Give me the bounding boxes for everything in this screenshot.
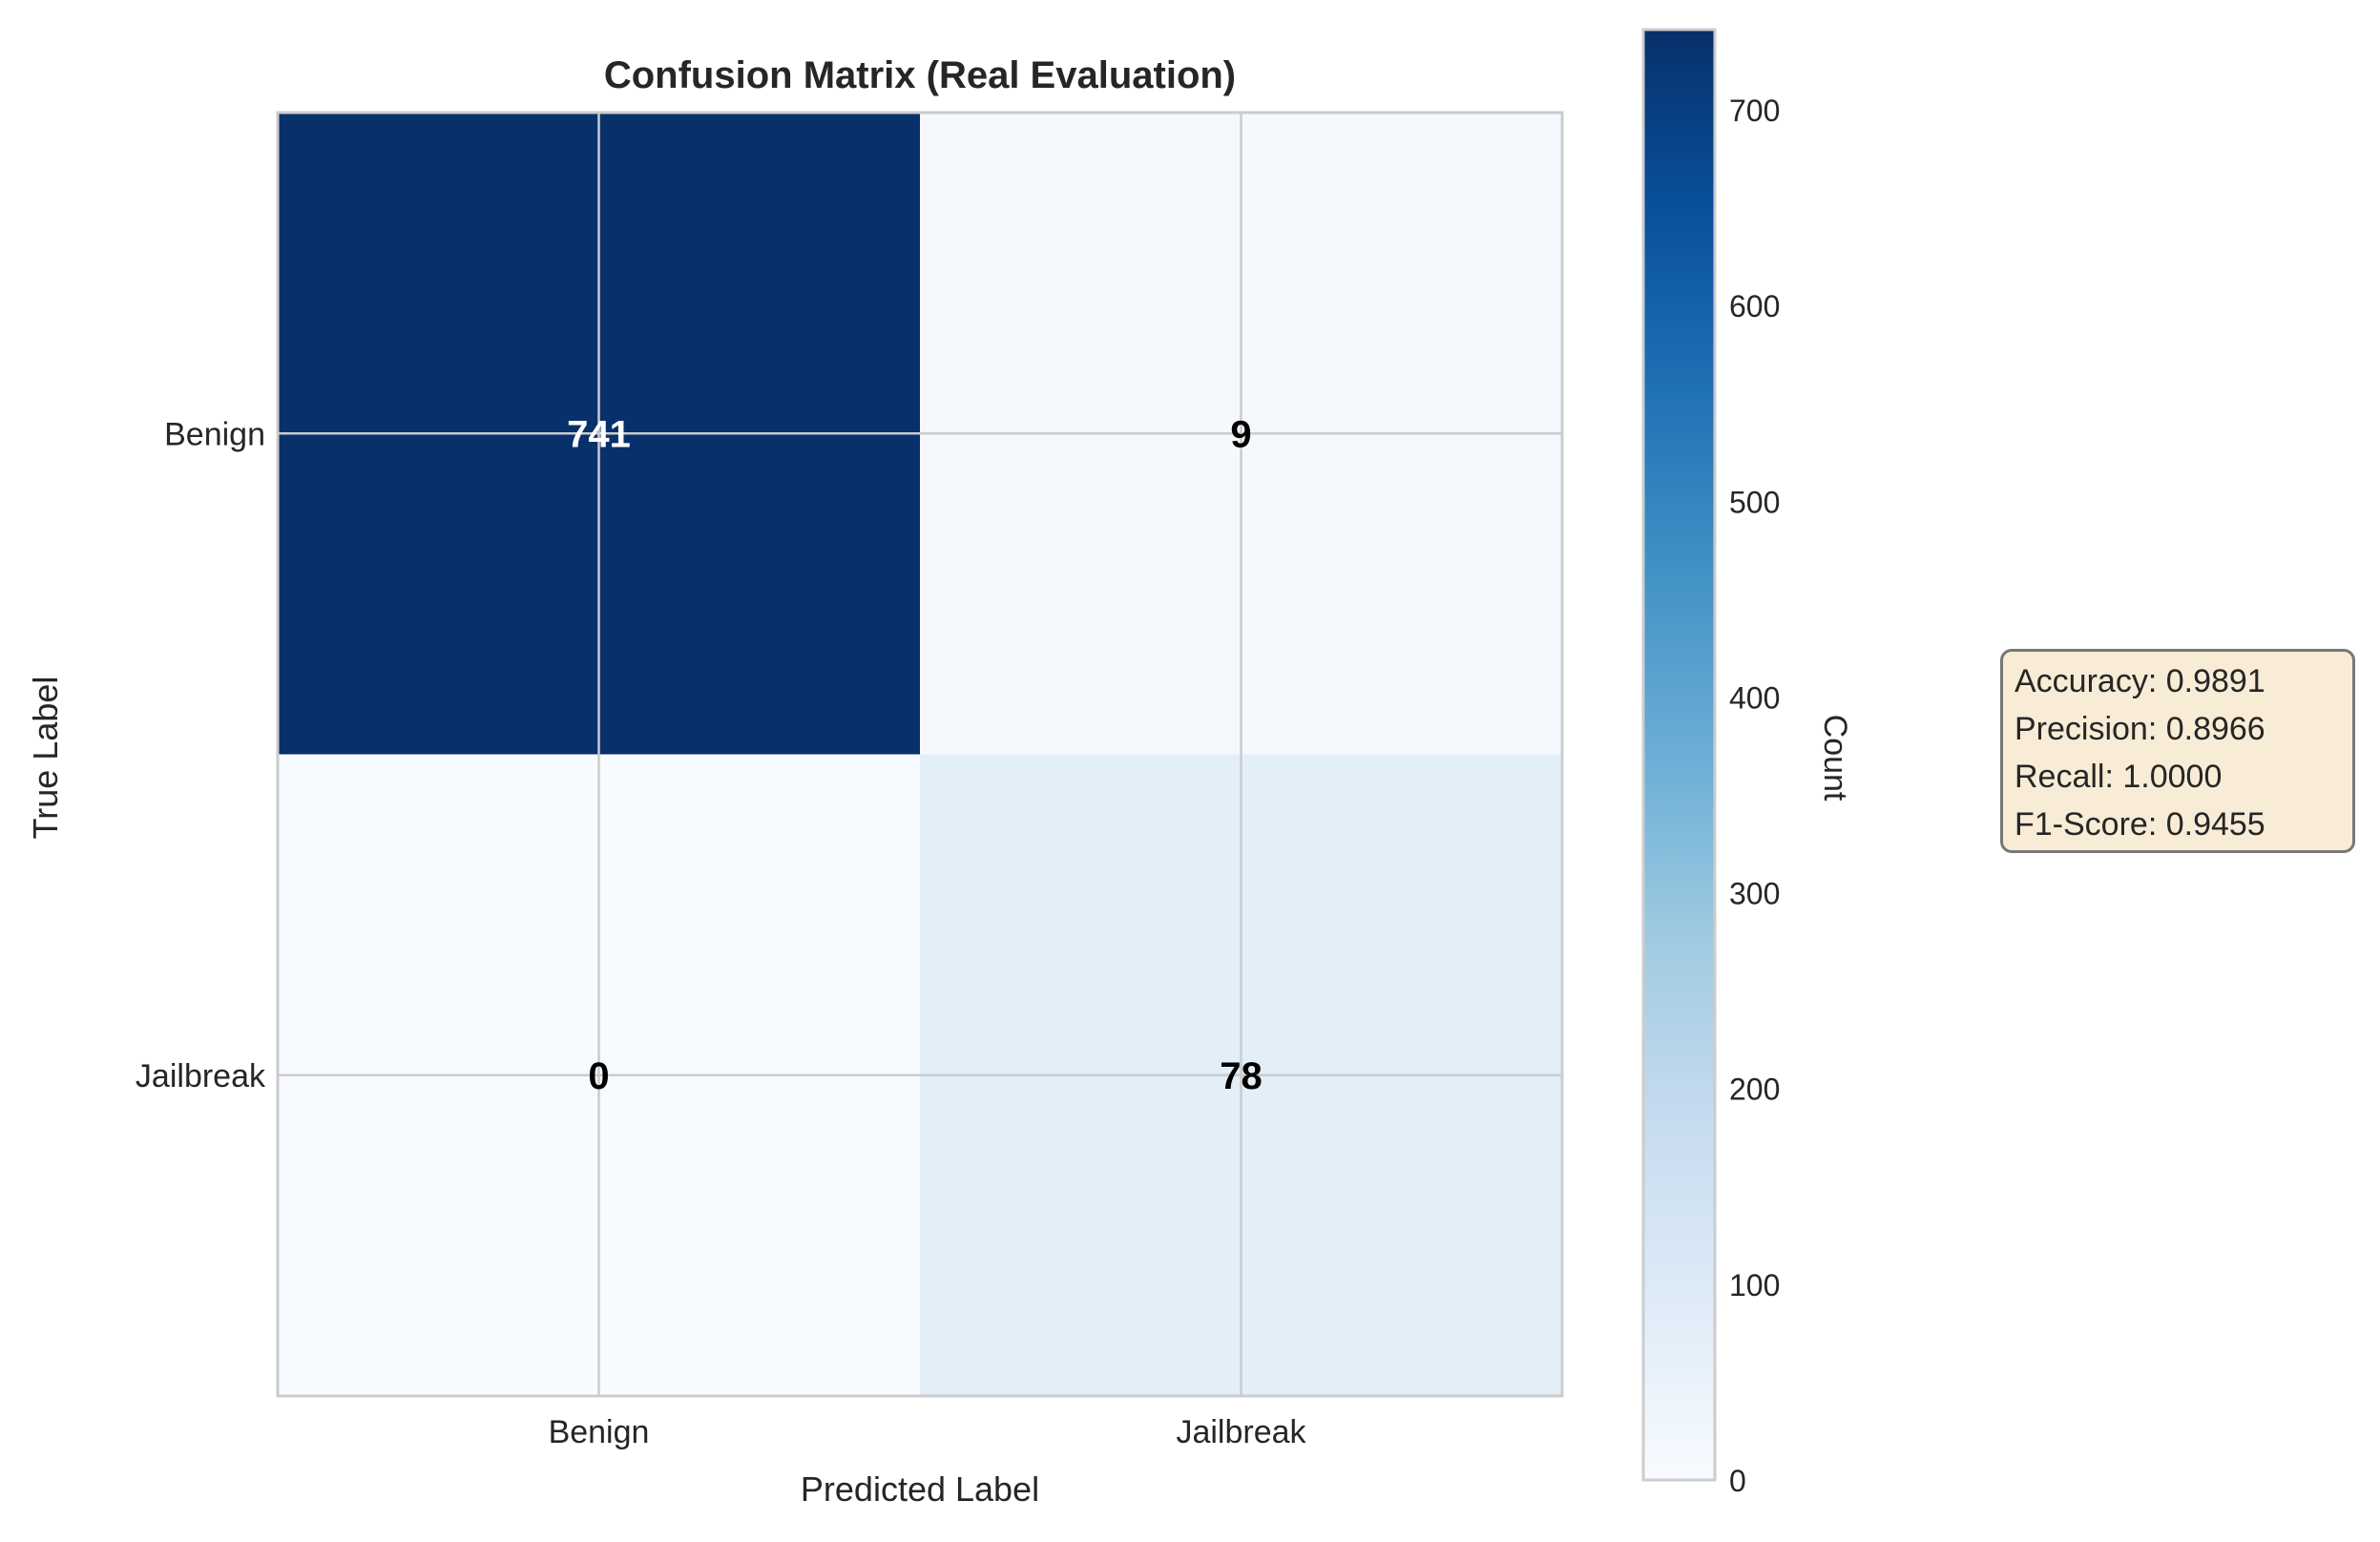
colorbar-tick-label: 600 bbox=[1729, 289, 1780, 323]
grid-lines bbox=[278, 113, 1562, 1396]
cell-value-label: 0 bbox=[588, 1055, 609, 1097]
x-tick-label: Benign bbox=[549, 1414, 650, 1450]
cell-value-label: 741 bbox=[567, 413, 631, 455]
metric-precision: Precision: 0.8966 bbox=[2015, 711, 2265, 747]
plot-frame bbox=[276, 111, 1564, 1398]
cell-value-label: 9 bbox=[1230, 413, 1251, 455]
colorbar-tick-label: 200 bbox=[1729, 1073, 1780, 1107]
metric-recall: Recall: 1.0000 bbox=[2015, 759, 2223, 795]
metric-f1: F1-Score: 0.9455 bbox=[2015, 806, 2265, 843]
cell-value-label: 78 bbox=[1220, 1055, 1263, 1097]
y-tick-label: Jailbreak bbox=[136, 1058, 266, 1094]
colorbar bbox=[1641, 28, 1717, 1482]
cell-labels: 741 9 0 78 bbox=[567, 413, 1263, 1097]
heatmap-cells bbox=[278, 113, 1563, 1397]
colorbar-tick-label: 100 bbox=[1729, 1268, 1780, 1302]
colorbar-tick-label: 300 bbox=[1729, 877, 1780, 911]
colorbar-tick-label: 0 bbox=[1729, 1464, 1746, 1498]
metric-accuracy: Accuracy: 0.9891 bbox=[2015, 663, 2265, 699]
x-tick-label: Jailbreak bbox=[1176, 1414, 1306, 1450]
colorbar-tick-label: 700 bbox=[1729, 94, 1780, 128]
y-tick-label: Benign bbox=[164, 416, 265, 452]
tick-labels: Benign Jailbreak Benign Jailbreak bbox=[136, 416, 1307, 1450]
colorbar-ticks: 0 100 200 300 400 500 600 700 bbox=[1729, 94, 1780, 1498]
metrics-annotation: Accuracy: 0.9891 Precision: 0.8966 Recal… bbox=[2000, 649, 2355, 853]
chart-title: Confusion Matrix (Real Evaluation) bbox=[604, 54, 1236, 96]
x-axis-label: Predicted Label bbox=[801, 1469, 1039, 1509]
y-axis-label: True Label bbox=[26, 677, 65, 840]
colorbar-tick-label: 500 bbox=[1729, 485, 1780, 519]
colorbar-label: Count bbox=[1817, 715, 1853, 802]
colorbar-tick-label: 400 bbox=[1729, 680, 1780, 715]
